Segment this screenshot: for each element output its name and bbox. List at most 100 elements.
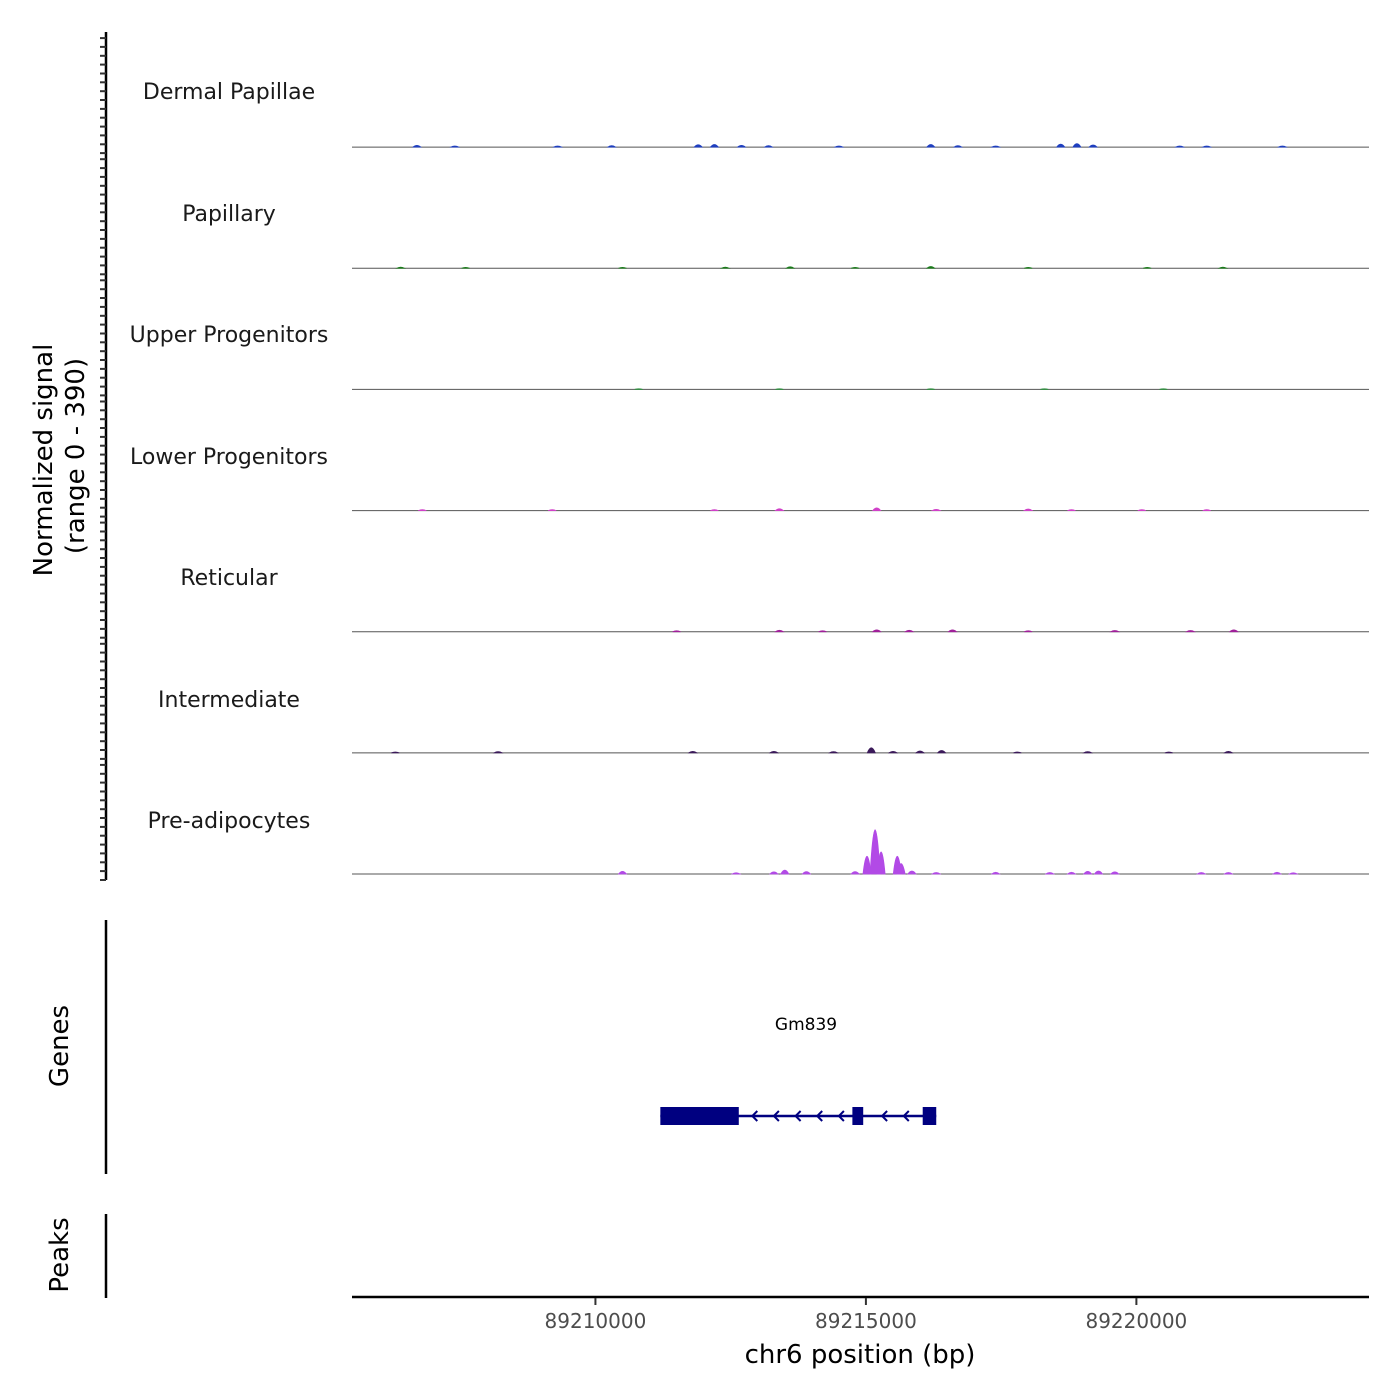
- signal-peak: [736, 144, 747, 148]
- signal-peak: [719, 266, 731, 269]
- gene-exon: [660, 1107, 739, 1125]
- signal-peak: [930, 508, 942, 511]
- signal-peak: [947, 629, 958, 633]
- signal-peak: [768, 750, 780, 754]
- signal-peak: [926, 388, 935, 390]
- signal-peak: [1072, 143, 1082, 148]
- signal-peak: [1067, 509, 1076, 511]
- signal-peak: [492, 751, 504, 754]
- signal-peak: [780, 869, 790, 875]
- genes-axis-title: Genes: [45, 1005, 75, 1087]
- strand-arrow: [837, 1110, 845, 1122]
- strand-arrow: [880, 1110, 888, 1122]
- signal-peak: [1055, 143, 1066, 148]
- signal-peak: [395, 266, 407, 269]
- signal-peak: [693, 144, 704, 148]
- strand-arrow: [923, 1110, 932, 1122]
- signal-y-axis-ticks: [100, 37, 106, 881]
- track-label-papillary: Papillary: [182, 202, 276, 227]
- gene-label-gm839: Gm839: [775, 1015, 837, 1035]
- signal-peak: [801, 871, 812, 875]
- signal-peak: [1217, 266, 1229, 269]
- signal-peak: [774, 508, 785, 511]
- signal-peak: [926, 144, 936, 148]
- signal-peak: [672, 630, 681, 633]
- signal-peak: [1185, 630, 1196, 633]
- x-axis-title: chr6 position (bp): [745, 1340, 976, 1370]
- signal-peak: [1287, 872, 1299, 875]
- signal-peak: [1022, 508, 1034, 511]
- signal-peak: [1196, 872, 1207, 875]
- strand-arrow: [902, 1110, 910, 1122]
- signal-peak: [634, 388, 643, 390]
- x-tick-label: 89215000: [815, 1309, 917, 1333]
- track-label-pre-adipocytes: Pre-adipocytes: [148, 809, 311, 834]
- signal-peak: [871, 629, 882, 633]
- signal-peak: [936, 750, 947, 754]
- signal-peak: [1143, 266, 1152, 269]
- signal-peak: [1013, 751, 1022, 754]
- signal-peak: [418, 509, 427, 511]
- track-4: [352, 629, 1369, 633]
- signal-peak: [850, 266, 860, 269]
- track-label-upper-progenitors: Upper Progenitors: [130, 323, 329, 348]
- signal-peak: [1223, 750, 1234, 754]
- signal-peak: [1174, 145, 1186, 148]
- signal-peak: [1082, 751, 1094, 754]
- gene-models: [660, 1107, 937, 1125]
- signal-peak: [709, 144, 720, 148]
- track-3: [352, 507, 1369, 512]
- gene-model: [660, 1107, 937, 1125]
- strand-arrow: [772, 1110, 780, 1122]
- x-axis-ticks: 89210000 89215000 89220000: [545, 1298, 1187, 1333]
- signal-peak: [710, 509, 719, 511]
- signal-peak: [1024, 266, 1033, 269]
- signal-axis-title-line2: (range 0 - 390): [61, 358, 91, 554]
- signal-peak: [1066, 871, 1077, 875]
- signal-peak: [1040, 388, 1049, 390]
- signal-peak: [1271, 871, 1283, 875]
- signal-peak: [876, 851, 886, 875]
- signal-peak: [833, 145, 845, 148]
- signal-peak: [1201, 145, 1213, 148]
- signal-peak: [617, 870, 628, 875]
- signal-peak: [411, 144, 422, 148]
- gene-exon: [922, 1107, 937, 1125]
- signal-peak: [1024, 630, 1033, 633]
- signal-peak: [818, 630, 827, 633]
- signal-peak: [730, 872, 742, 875]
- signal-peak: [687, 750, 699, 754]
- signal-peak: [1137, 509, 1146, 511]
- signal-peak: [952, 145, 964, 148]
- gene-exon: [852, 1107, 864, 1125]
- signal-peak: [866, 747, 876, 754]
- signal-peak: [1228, 629, 1239, 633]
- signal-peak: [461, 266, 470, 269]
- signal-peak: [903, 629, 915, 633]
- strand-arrow: [815, 1110, 823, 1122]
- x-tick-label: 89210000: [545, 1309, 647, 1333]
- signal-peak: [391, 751, 400, 754]
- signal-peak: [552, 145, 564, 148]
- signal-peak: [871, 507, 882, 511]
- signal-peak: [850, 871, 860, 875]
- signal-peak: [1223, 872, 1234, 875]
- x-tick-label: 89220000: [1085, 1309, 1187, 1333]
- signal-peak: [1109, 871, 1120, 875]
- signal-peak: [1082, 870, 1093, 875]
- signal-peak: [1093, 870, 1104, 875]
- track-1: [352, 266, 1369, 269]
- signal-peak: [990, 871, 1001, 875]
- signal-peak: [548, 509, 557, 511]
- signal-peak: [1088, 144, 1099, 148]
- track-label-reticular: Reticular: [180, 566, 278, 591]
- signal-axis-title-line1: Normalized signal: [29, 344, 59, 577]
- signal-peak: [907, 870, 917, 875]
- signal-peak: [1159, 388, 1168, 390]
- signal-peak: [606, 145, 617, 148]
- track-6: [352, 829, 1369, 875]
- signal-peak: [763, 145, 774, 148]
- track-label-lower-progenitors: Lower Progenitors: [130, 445, 328, 470]
